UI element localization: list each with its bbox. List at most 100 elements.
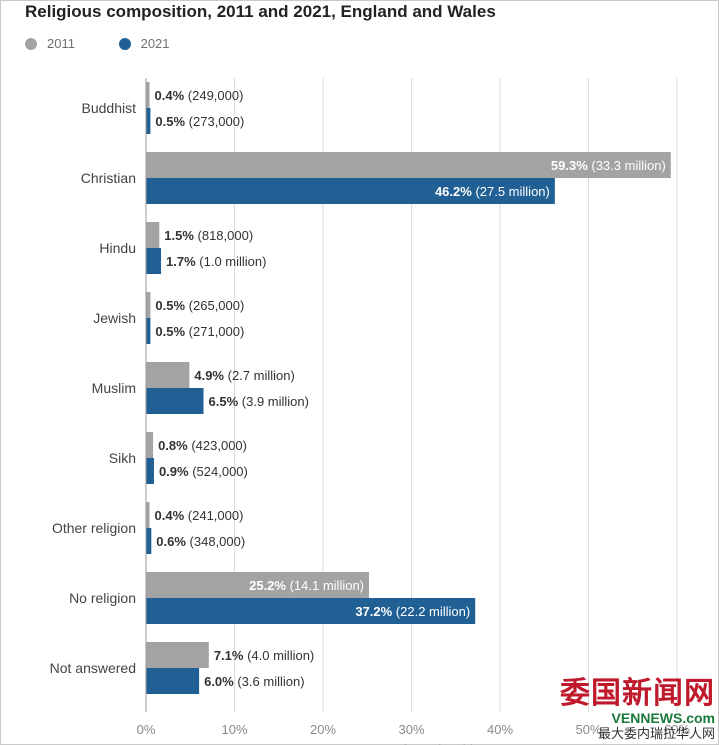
category-label: Muslim: [92, 380, 136, 396]
bar-2021: [146, 458, 154, 484]
data-label-2021: 6.0% (3.6 million): [204, 674, 304, 689]
x-tick-label: 40%: [487, 722, 513, 737]
category-label: Buddhist: [82, 100, 137, 116]
legend-dot-2011: [25, 37, 37, 50]
bar-2021: [146, 388, 204, 414]
data-label-2021: 0.5% (271,000): [155, 324, 244, 339]
data-label-count: (2.7 million): [224, 368, 295, 383]
data-label-2011: 25.2% (14.1 million): [249, 578, 364, 593]
data-label-count: (241,000): [184, 508, 243, 523]
bar-2011: [146, 642, 209, 668]
data-label-count: (423,000): [188, 438, 247, 453]
data-label-2021: 1.7% (1.0 million): [166, 254, 266, 269]
bar-2021: [146, 528, 152, 554]
data-label-2011: 0.4% (241,000): [155, 508, 244, 523]
bar-2021: [146, 108, 151, 134]
category-label: Sikh: [109, 450, 136, 466]
bar-2011: [146, 82, 150, 108]
category-label: Jewish: [93, 310, 136, 326]
data-label-count: (273,000): [185, 114, 244, 129]
x-tick-label: 20%: [310, 722, 336, 737]
data-label-2021: 0.9% (524,000): [159, 464, 248, 479]
data-label-count: (3.9 million): [238, 394, 309, 409]
data-label-count: (524,000): [189, 464, 248, 479]
data-label-percent: 46.2%: [435, 184, 472, 199]
data-label-percent: 4.9%: [194, 368, 224, 383]
data-label-percent: 37.2%: [355, 604, 392, 619]
watermark-main: 委国新闻网: [560, 677, 715, 710]
data-label-2021: 6.5% (3.9 million): [209, 394, 309, 409]
data-label-percent: 0.6%: [156, 534, 186, 549]
data-label-count: (1.0 million): [196, 254, 267, 269]
data-label-percent: 59.3%: [551, 158, 588, 173]
data-label-count: (14.1 million): [286, 578, 364, 593]
data-label-count: (22.2 million): [392, 604, 470, 619]
bar-2011: [146, 432, 154, 458]
data-label-count: (249,000): [184, 88, 243, 103]
data-label-percent: 7.1%: [214, 648, 244, 663]
bar-2011: [146, 572, 370, 598]
data-label-2021: 0.6% (348,000): [156, 534, 245, 549]
category-label: Christian: [81, 170, 136, 186]
x-tick-label: 50%: [575, 722, 601, 737]
bar-2021: [146, 178, 555, 204]
x-tick-label: 0%: [137, 722, 156, 737]
data-label-2011: 1.5% (818,000): [164, 228, 253, 243]
bar-2011: [146, 502, 150, 528]
legend-label-2011: 2011: [47, 36, 75, 51]
data-label-count: (265,000): [185, 298, 244, 313]
data-label-count: (27.5 million): [472, 184, 550, 199]
data-label-percent: 6.5%: [209, 394, 239, 409]
category-label: Other religion: [52, 520, 136, 536]
bar-2011: [146, 152, 671, 178]
data-label-percent: 25.2%: [249, 578, 286, 593]
bar-2021: [146, 668, 200, 694]
chart-legend: 2011 2021: [25, 36, 210, 53]
data-label-2011: 59.3% (33.3 million): [551, 158, 666, 173]
data-label-percent: 0.5%: [155, 298, 185, 313]
legend-item-2011: 2011: [25, 36, 75, 51]
bar-2021: [146, 598, 476, 624]
legend-label-2021: 2021: [140, 36, 170, 51]
data-label-percent: 0.5%: [155, 324, 185, 339]
data-label-2021: 0.5% (273,000): [155, 114, 244, 129]
category-label: Not answered: [50, 660, 136, 676]
data-label-percent: 0.4%: [155, 508, 185, 523]
data-label-2011: 4.9% (2.7 million): [194, 368, 294, 383]
data-label-count: (271,000): [185, 324, 244, 339]
data-label-2021: 46.2% (27.5 million): [435, 184, 550, 199]
data-label-percent: 0.8%: [158, 438, 188, 453]
data-label-2021: 37.2% (22.2 million): [355, 604, 470, 619]
category-label: Hindu: [99, 240, 136, 256]
category-label: No religion: [69, 590, 136, 606]
watermark-tagline: 最大委内瑞拉华人网: [597, 726, 715, 741]
legend-dot-2021: [118, 37, 131, 50]
data-label-percent: 6.0%: [204, 674, 234, 689]
bar-2021: [146, 318, 151, 344]
data-label-count: (3.6 million): [234, 674, 305, 689]
x-axis-title: Percentage of usual residents: [326, 742, 498, 745]
x-tick-label: 60%: [664, 722, 690, 737]
data-label-2011: 0.4% (249,000): [155, 88, 244, 103]
data-label-2011: 7.1% (4.0 million): [214, 648, 314, 663]
data-label-count: (818,000): [194, 228, 253, 243]
data-label-count: (4.0 million): [243, 648, 314, 663]
bar-2011: [146, 362, 190, 388]
watermark-sub: VENNEWS.com: [611, 710, 715, 726]
data-label-percent: 1.7%: [166, 254, 196, 269]
watermark-logo: 委国新闻网 VENNEWS.com 最大委内瑞拉华人网: [560, 677, 715, 742]
data-label-percent: 0.4%: [155, 88, 185, 103]
data-label-count: (348,000): [186, 534, 245, 549]
data-label-2011: 0.8% (423,000): [158, 438, 247, 453]
data-label-percent: 0.5%: [155, 114, 185, 129]
legend-item-2021: 2021: [118, 36, 170, 51]
chart-title: Religious composition, 2011 and 2021, En…: [25, 2, 496, 21]
x-tick-label: 30%: [398, 722, 424, 737]
data-label-2011: 0.5% (265,000): [155, 298, 244, 313]
data-label-percent: 0.9%: [159, 464, 189, 479]
bar-2011: [146, 222, 160, 248]
bar-2021: [146, 248, 162, 274]
data-label-percent: 1.5%: [164, 228, 194, 243]
data-label-count: (33.3 million): [588, 158, 666, 173]
